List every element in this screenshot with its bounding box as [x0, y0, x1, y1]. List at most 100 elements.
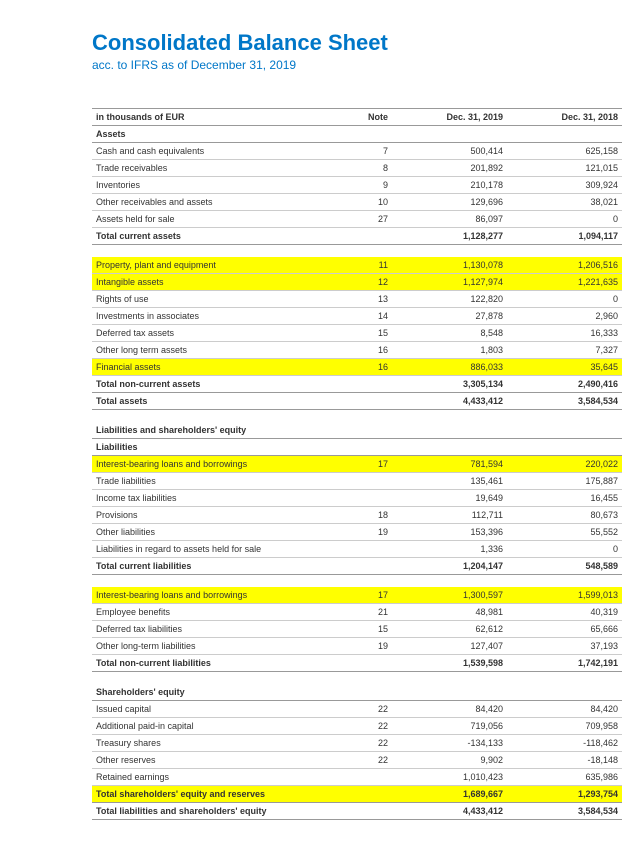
- row-value-2018: [507, 126, 622, 143]
- row-value-2018: 2,960: [507, 308, 622, 325]
- row-label: Total non-current assets: [92, 376, 347, 393]
- row-note: 19: [347, 524, 392, 541]
- row-label: Issued capital: [92, 701, 347, 718]
- row-value-2018: 38,021: [507, 194, 622, 211]
- row-label: Other liabilities: [92, 524, 347, 541]
- row-note: [347, 769, 392, 786]
- row-value-2018: 35,645: [507, 359, 622, 376]
- row-value-2018: 16,455: [507, 490, 622, 507]
- row-label: Investments in associates: [92, 308, 347, 325]
- row-label: Deferred tax assets: [92, 325, 347, 342]
- row-value-2018: [507, 422, 622, 439]
- row-label: Property, plant and equipment: [92, 257, 347, 274]
- row-value-2019: [392, 439, 507, 456]
- table-row: [92, 245, 622, 258]
- row-label: Interest-bearing loans and borrowings: [92, 456, 347, 473]
- row-note: 15: [347, 325, 392, 342]
- row-value-2019: 84,420: [392, 701, 507, 718]
- row-value-2018: 65,666: [507, 621, 622, 638]
- table-row: Other receivables and assets10129,69638,…: [92, 194, 622, 211]
- table-row: Liabilities: [92, 439, 622, 456]
- row-value-2019: 1,803: [392, 342, 507, 359]
- row-note: 7: [347, 143, 392, 160]
- row-value-2019: 1,127,974: [392, 274, 507, 291]
- table-row: Trade liabilities135,461175,887: [92, 473, 622, 490]
- row-note: [347, 558, 392, 575]
- row-note: [347, 786, 392, 803]
- row-note: 18: [347, 507, 392, 524]
- row-note: 16: [347, 359, 392, 376]
- row-value-2019: 1,130,078: [392, 257, 507, 274]
- row-note: [347, 473, 392, 490]
- row-label: Other reserves: [92, 752, 347, 769]
- table-header-row: in thousands of EUR Note Dec. 31, 2019 D…: [92, 109, 622, 126]
- row-label: Intangible assets: [92, 274, 347, 291]
- row-value-2019: [392, 422, 507, 439]
- table-row: Cash and cash equivalents7500,414625,158: [92, 143, 622, 160]
- row-value-2018: 625,158: [507, 143, 622, 160]
- row-note: 21: [347, 604, 392, 621]
- page-subtitle: acc. to IFRS as of December 31, 2019: [92, 58, 620, 72]
- table-row: Total current assets1,128,2771,094,117: [92, 228, 622, 245]
- table-row: Retained earnings1,010,423635,986: [92, 769, 622, 786]
- table-row: Interest-bearing loans and borrowings171…: [92, 587, 622, 604]
- row-note: 22: [347, 701, 392, 718]
- row-value-2018: 37,193: [507, 638, 622, 655]
- row-label: Total current assets: [92, 228, 347, 245]
- row-value-2019: [392, 126, 507, 143]
- row-label: Trade liabilities: [92, 473, 347, 490]
- row-value-2018: [507, 684, 622, 701]
- row-label: Retained earnings: [92, 769, 347, 786]
- row-note: 14: [347, 308, 392, 325]
- table-row: Trade receivables8201,892121,015: [92, 160, 622, 177]
- row-note: 22: [347, 752, 392, 769]
- table-row: Assets: [92, 126, 622, 143]
- col-header-2018: Dec. 31, 2018: [507, 109, 622, 126]
- row-value-2019: 62,612: [392, 621, 507, 638]
- row-note: [347, 803, 392, 820]
- row-note: 17: [347, 456, 392, 473]
- row-value-2019: 86,097: [392, 211, 507, 228]
- row-value-2018: 1,599,013: [507, 587, 622, 604]
- table-row: Other long-term liabilities19127,40737,1…: [92, 638, 622, 655]
- row-value-2019: 719,056: [392, 718, 507, 735]
- row-label: Inventories: [92, 177, 347, 194]
- row-label: Other receivables and assets: [92, 194, 347, 211]
- row-label: Other long term assets: [92, 342, 347, 359]
- row-note: [347, 228, 392, 245]
- row-note: [347, 541, 392, 558]
- row-note: [347, 655, 392, 672]
- row-note: 22: [347, 735, 392, 752]
- row-note: [347, 393, 392, 410]
- row-value-2019: 210,178: [392, 177, 507, 194]
- row-value-2018: 16,333: [507, 325, 622, 342]
- table-row: Total assets4,433,4123,584,534: [92, 393, 622, 410]
- row-value-2019: 127,407: [392, 638, 507, 655]
- row-note: 16: [347, 342, 392, 359]
- row-value-2019: 153,396: [392, 524, 507, 541]
- col-header-item: in thousands of EUR: [92, 109, 347, 126]
- row-note: [347, 376, 392, 393]
- row-value-2019: 886,033: [392, 359, 507, 376]
- row-note: [347, 126, 392, 143]
- row-label: Cash and cash equivalents: [92, 143, 347, 160]
- row-value-2019: 4,433,412: [392, 803, 507, 820]
- table-row: Other liabilities19153,39655,552: [92, 524, 622, 541]
- row-label: Liabilities and shareholders' equity: [92, 422, 347, 439]
- table-row: Other long term assets161,8037,327: [92, 342, 622, 359]
- table-row: Inventories9210,178309,924: [92, 177, 622, 194]
- row-value-2018: 84,420: [507, 701, 622, 718]
- table-row: Interest-bearing loans and borrowings177…: [92, 456, 622, 473]
- row-note: 12: [347, 274, 392, 291]
- row-note: 9: [347, 177, 392, 194]
- row-note: 8: [347, 160, 392, 177]
- row-value-2018: 1,293,754: [507, 786, 622, 803]
- table-row: Intangible assets121,127,9741,221,635: [92, 274, 622, 291]
- row-value-2018: 2,490,416: [507, 376, 622, 393]
- row-value-2018: 1,094,117: [507, 228, 622, 245]
- row-label: Trade receivables: [92, 160, 347, 177]
- row-label: Additional paid-in capital: [92, 718, 347, 735]
- row-value-2018: 309,924: [507, 177, 622, 194]
- row-value-2018: 1,221,635: [507, 274, 622, 291]
- row-value-2018: -18,148: [507, 752, 622, 769]
